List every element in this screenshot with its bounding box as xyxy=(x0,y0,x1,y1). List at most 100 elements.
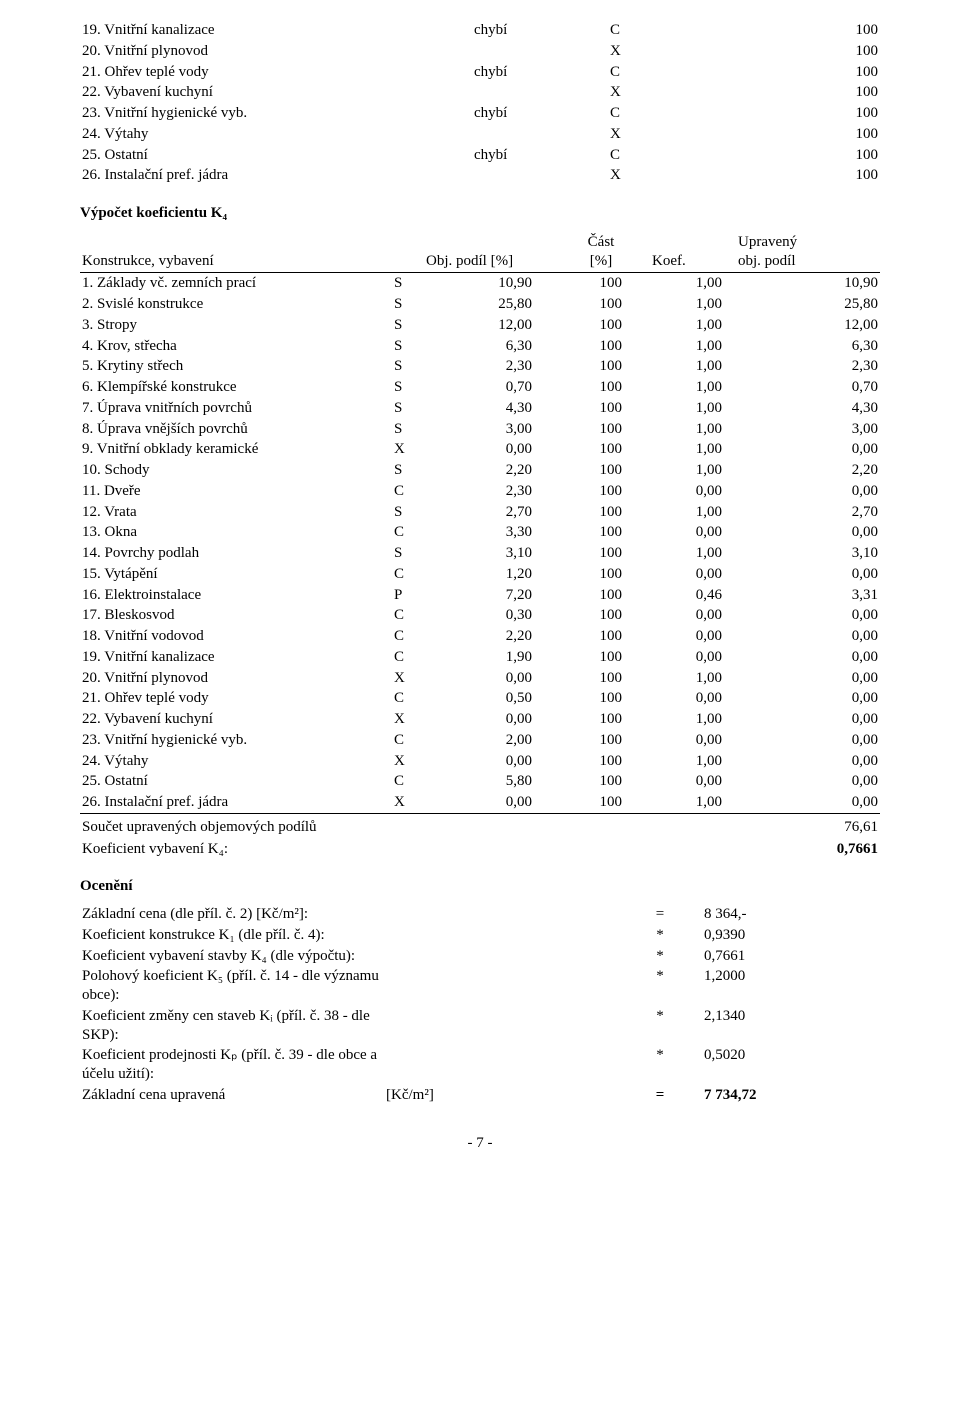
k4-summary: Součet upravených objemových podílů 76,6… xyxy=(80,816,880,860)
cell-op: 7,20 xyxy=(424,585,560,606)
cell-up: 10,90 xyxy=(736,273,880,294)
cell-up: 3,10 xyxy=(736,543,880,564)
k4-table-header-row: Konstrukce, vybavení Obj. podíl [%] Část… xyxy=(80,231,880,273)
cell-s: X xyxy=(392,439,424,460)
k4-value: 0,7661 xyxy=(640,838,880,860)
cell-cast: 100 xyxy=(560,751,640,772)
cell-cast: 100 xyxy=(560,315,640,336)
cell-s: C xyxy=(392,647,424,668)
cell-up: 2,20 xyxy=(736,460,880,481)
cell-up: 3,31 xyxy=(736,585,880,606)
cell-label: 14. Povrchy podlah xyxy=(80,543,392,564)
cell-cast: 100 xyxy=(560,771,640,792)
cell-percent: 100 xyxy=(744,103,880,124)
cell-up: 0,00 xyxy=(736,522,880,543)
cell-cast: 100 xyxy=(560,605,640,626)
cell-koef: 0,00 xyxy=(640,771,736,792)
table-row: 17. BleskosvodC0,301000,000,00 xyxy=(80,605,880,626)
cell-label: 21. Ohřev teplé vody xyxy=(80,62,472,83)
table-row: 8. Úprava vnějších povrchůS3,001001,003,… xyxy=(80,419,880,440)
cell-s: X xyxy=(392,709,424,730)
cell-s: X xyxy=(392,792,424,813)
table-row: 11. DveřeC2,301000,000,00 xyxy=(80,481,880,502)
cell-status: chybí xyxy=(472,62,608,83)
table-row: 23. Vnitřní hygienické vyb.chybíC100 xyxy=(80,103,880,124)
table-row: 18. Vnitřní vodovodC2,201000,000,00 xyxy=(80,626,880,647)
cell-up: 0,00 xyxy=(736,730,880,751)
cell-label: 26. Instalační pref. jádra xyxy=(80,165,472,186)
col-konstrukce: Konstrukce, vybavení xyxy=(80,231,392,273)
cell-cast: 100 xyxy=(560,294,640,315)
cell-op: 6,30 xyxy=(424,336,560,357)
cell-l1: Polohový koeficient K₅ (příl. č. 14 - dl… xyxy=(80,966,384,1006)
cell-op: 2,70 xyxy=(424,502,560,523)
cell-label: 23. Vnitřní hygienické vyb. xyxy=(80,103,472,124)
cell-cast: 100 xyxy=(560,502,640,523)
cell-label: 7. Úprava vnitřních povrchů xyxy=(80,398,392,419)
cell-s: S xyxy=(392,294,424,315)
cell-cast: 100 xyxy=(560,336,640,357)
cell-s: S xyxy=(392,273,424,294)
cell-up: 0,00 xyxy=(736,626,880,647)
cell-op: = xyxy=(640,904,680,925)
cell-label: 18. Vnitřní vodovod xyxy=(80,626,392,647)
cell-cast: 100 xyxy=(560,273,640,294)
cell-koef: 1,00 xyxy=(640,273,736,294)
oceneni-heading: Ocenění xyxy=(80,877,880,896)
cell-op: 0,00 xyxy=(424,668,560,689)
cell-koef: 1,00 xyxy=(640,543,736,564)
cell-l1: Základní cena (dle příl. č. 2) [Kč/m²]: xyxy=(80,904,384,925)
cell-up: 0,00 xyxy=(736,751,880,772)
cell-status: chybí xyxy=(472,20,608,41)
cell-status: chybí xyxy=(472,103,608,124)
cell-cast: 100 xyxy=(560,377,640,398)
table-row: 12. VrataS2,701001,002,70 xyxy=(80,502,880,523)
cell-code: X xyxy=(608,165,744,186)
cell-s: C xyxy=(392,481,424,502)
cell-l1: Koeficient konstrukce K₁ (dle příl. č. 4… xyxy=(80,925,384,946)
cell-cast: 100 xyxy=(560,398,640,419)
table-row: 20. Vnitřní plynovodX100 xyxy=(80,41,880,62)
cell-label: 10. Schody xyxy=(80,460,392,481)
cell-op: 2,20 xyxy=(424,626,560,647)
cell-l2 xyxy=(384,1045,640,1085)
cell-label: 8. Úprava vnějších povrchů xyxy=(80,419,392,440)
table-row: 19. Vnitřní kanalizaceC1,901000,000,00 xyxy=(80,647,880,668)
table-row: 10. SchodyS2,201001,002,20 xyxy=(80,460,880,481)
table-row: 22. Vybavení kuchyníX100 xyxy=(80,82,880,103)
cell-code: C xyxy=(608,145,744,166)
cell-koef: 1,00 xyxy=(640,668,736,689)
cell-op: 0,00 xyxy=(424,751,560,772)
cell-up: 25,80 xyxy=(736,294,880,315)
col-cast: Část [%] xyxy=(560,231,640,273)
cell-s: S xyxy=(392,502,424,523)
cell-label: 4. Krov, střecha xyxy=(80,336,392,357)
cell-up: 0,00 xyxy=(736,439,880,460)
table-row: 24. VýtahyX100 xyxy=(80,124,880,145)
cell-s: C xyxy=(392,626,424,647)
cell-label: 19. Vnitřní kanalizace xyxy=(80,647,392,668)
cell-koef: 0,00 xyxy=(640,647,736,668)
cell-l2 xyxy=(384,925,640,946)
cell-label: 26. Instalační pref. jádra xyxy=(80,792,392,813)
cell-label: 6. Klempířské konstrukce xyxy=(80,377,392,398)
cell-label: 1. Základy vč. zemních prací xyxy=(80,273,392,294)
cell-s: S xyxy=(392,377,424,398)
cell-label: 20. Vnitřní plynovod xyxy=(80,668,392,689)
cell-op: 4,30 xyxy=(424,398,560,419)
cell-label: 13. Okna xyxy=(80,522,392,543)
cell-code: C xyxy=(608,103,744,124)
table-row: 13. OknaC3,301000,000,00 xyxy=(80,522,880,543)
sum-row: Součet upravených objemových podílů 76,6… xyxy=(80,816,880,838)
table-row: 21. Ohřev teplé vodychybíC100 xyxy=(80,62,880,83)
final-row: Základní cena upravená[Kč/m²]=7 734,72 xyxy=(80,1085,880,1106)
table-row: 2. Svislé konstrukceS25,801001,0025,80 xyxy=(80,294,880,315)
cell-s: X xyxy=(392,668,424,689)
cell-koef: 0,00 xyxy=(640,481,736,502)
table-row: Koeficient konstrukce K₁ (dle příl. č. 4… xyxy=(80,925,880,946)
table-row: 15. VytápěníC1,201000,000,00 xyxy=(80,564,880,585)
table-row: 3. StropyS12,001001,0012,00 xyxy=(80,315,880,336)
cell-label: 11. Dveře xyxy=(80,481,392,502)
cell-op: * xyxy=(640,1045,680,1085)
cell-koef: 1,00 xyxy=(640,439,736,460)
